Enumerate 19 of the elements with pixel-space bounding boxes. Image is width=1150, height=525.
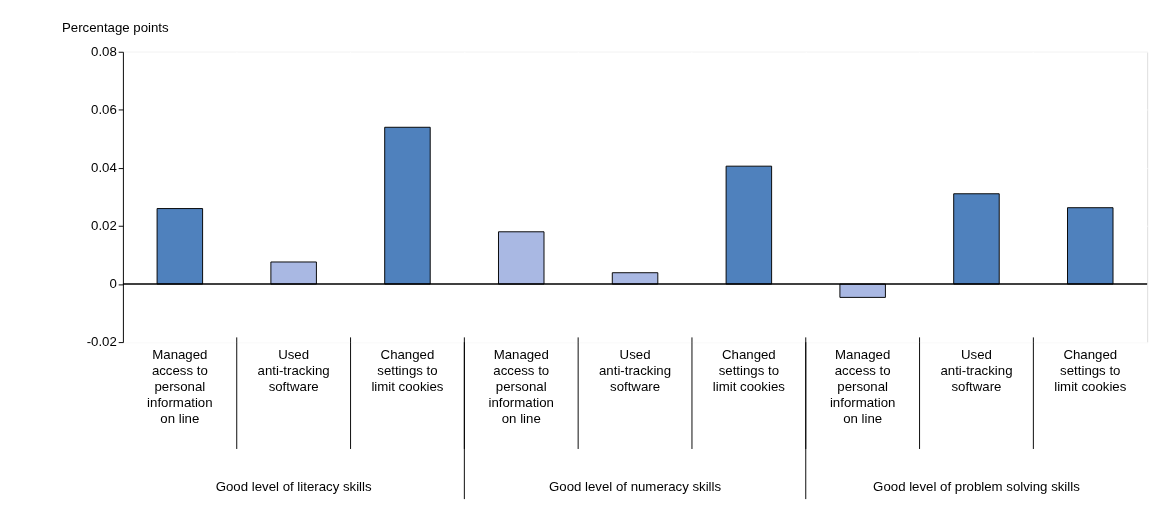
x-tick-label: Changed settings to limit cookies — [371, 346, 444, 394]
y-tick-label: 0 — [109, 276, 117, 292]
x-tick-label: Used anti-tracking software — [940, 346, 1013, 394]
x-tick-label: Managed access to personal information on line — [147, 346, 213, 426]
y-tick-label: 0.04 — [91, 160, 117, 176]
x-tick-label: Used anti-tracking software — [599, 346, 672, 394]
x-tick-label: Managed access to personal information on line — [488, 346, 554, 426]
x-tick-label: Changed settings to limit cookies — [712, 346, 786, 394]
y-tick-label: 0.02 — [91, 218, 117, 234]
x-tick-label: Managed access to personal information on line — [829, 346, 896, 426]
x-tick-label: Used anti-tracking software — [257, 346, 330, 394]
text: Good level of problem solving skills — [873, 478, 1081, 494]
y-tick-label: 0.08 — [91, 44, 117, 60]
y-axis-title: Percentage points — [61, 20, 170, 36]
text: Good level of literacy skills — [215, 478, 372, 494]
y-tick-label: -0.02 — [86, 334, 117, 350]
x-tick-label: Changed settings to limit cookies — [1054, 346, 1127, 394]
text: Good level of numeracy skills — [548, 478, 722, 494]
y-tick-label: 0.06 — [91, 102, 117, 118]
